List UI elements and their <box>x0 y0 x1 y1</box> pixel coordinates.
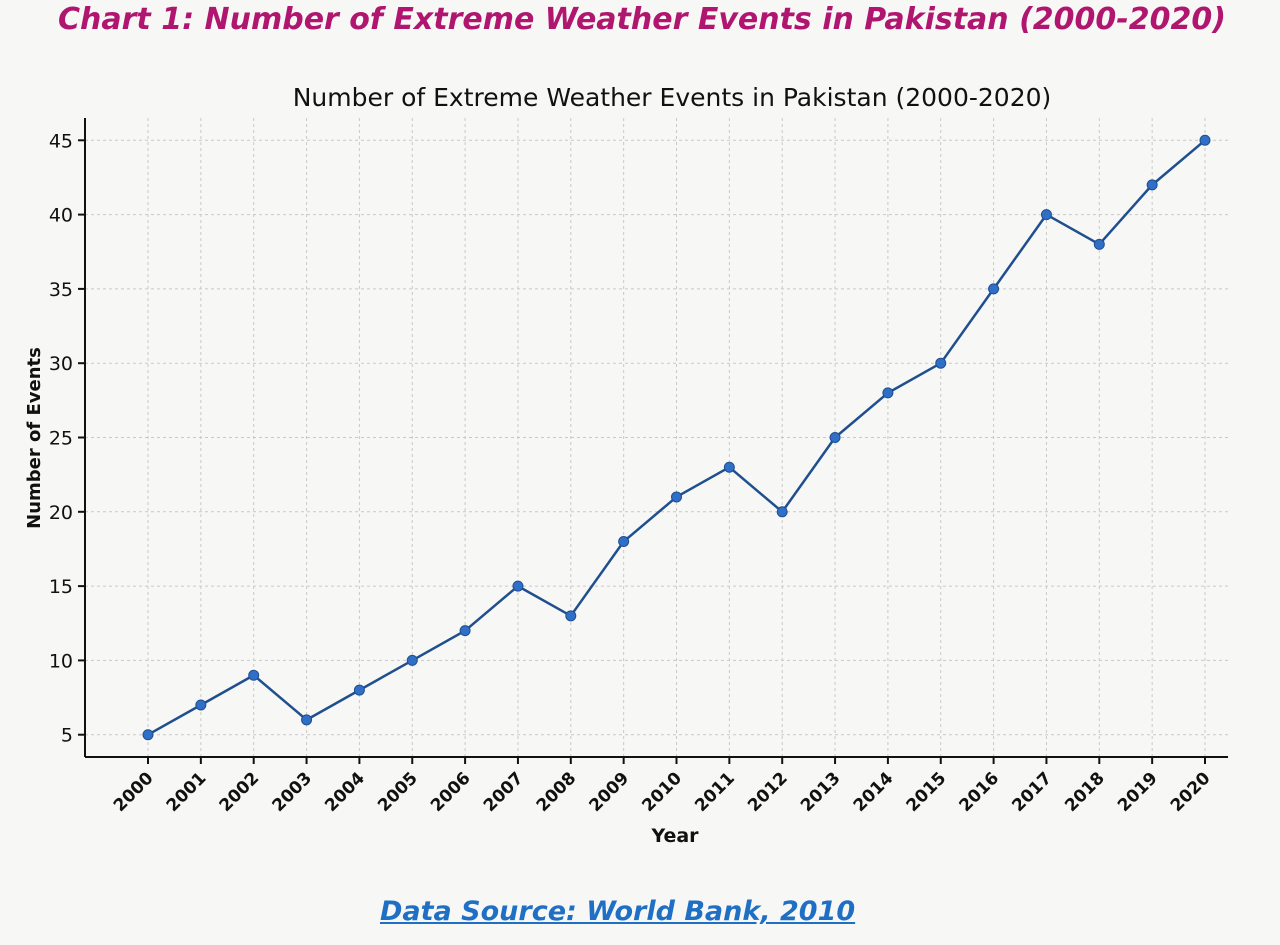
x-tick-label: 2020 <box>1167 768 1215 816</box>
data-point <box>776 506 788 518</box>
line-chart: Number of Extreme Weather Events in Paki… <box>24 83 1228 847</box>
x-tick-label: 2001 <box>163 768 211 816</box>
data-point <box>406 654 418 666</box>
x-tick-label: 2017 <box>1008 768 1056 816</box>
x-tick-label: 2006 <box>427 768 475 816</box>
data-point <box>195 699 207 711</box>
data-point <box>882 387 894 399</box>
x-tick-label: 2007 <box>480 768 528 816</box>
data-point <box>829 432 841 443</box>
x-tick-label: 2009 <box>586 768 634 816</box>
data-point <box>1146 179 1158 191</box>
data-source: Data Source: World Bank, 2010 <box>380 896 856 927</box>
data-point <box>142 729 154 741</box>
page-heading: Chart 1: Number of Extreme Weather Event… <box>58 2 1226 37</box>
y-tick-label: 35 <box>49 279 73 301</box>
x-tick-label: 2004 <box>321 768 369 816</box>
x-tick-label: 2002 <box>216 768 264 816</box>
y-tick-label: 10 <box>49 650 73 672</box>
y-tick-label: 45 <box>49 130 73 152</box>
x-tick-label: 2014 <box>850 768 898 816</box>
y-tick-label: 30 <box>49 353 73 375</box>
x-tick-label: 2005 <box>374 768 422 816</box>
x-tick-label: 2008 <box>533 768 581 816</box>
data-point <box>353 684 365 696</box>
data-point <box>618 536 630 548</box>
data-point <box>301 714 313 726</box>
x-tick-label: 2011 <box>691 768 739 816</box>
y-tick-label: 5 <box>61 725 73 747</box>
x-tick-label: 2000 <box>110 768 158 816</box>
y-tick-label: 25 <box>49 428 73 450</box>
x-ticks: 2000 2001 2002 2003 2004 2005 2006 2007 2008 2009… <box>110 757 1215 816</box>
chart-title: Number of Extreme Weather Events in Paki… <box>293 83 1052 112</box>
data-point <box>248 669 260 681</box>
data-point <box>459 625 471 637</box>
data-point <box>723 461 735 473</box>
x-axis-label: Year <box>650 825 699 847</box>
data-point <box>935 357 947 369</box>
grid <box>85 118 1228 757</box>
y-tick-label: 40 <box>49 205 73 227</box>
data-point <box>1040 209 1052 221</box>
y-axis-label: Number of Events <box>24 347 45 529</box>
x-tick-label: 2003 <box>268 768 316 816</box>
y-tick-label: 15 <box>49 576 73 598</box>
data-point <box>671 491 682 503</box>
y-ticks: 5 10 15 20 25 30 35 40 45 <box>49 130 85 747</box>
x-tick-label: 2016 <box>956 768 1004 816</box>
data-point <box>512 580 524 592</box>
x-tick-label: 2012 <box>744 768 792 816</box>
x-tick-label: 2010 <box>638 768 686 816</box>
data-point <box>1093 238 1105 250</box>
data-point <box>988 283 1000 295</box>
series <box>142 134 1211 741</box>
x-tick-label: 2018 <box>1061 768 1109 816</box>
y-tick-label: 20 <box>49 502 73 524</box>
x-tick-label: 2019 <box>1114 768 1162 816</box>
x-tick-label: 2015 <box>903 768 951 816</box>
data-point <box>565 610 577 622</box>
data-point <box>1199 134 1211 146</box>
x-tick-label: 2013 <box>797 768 845 816</box>
